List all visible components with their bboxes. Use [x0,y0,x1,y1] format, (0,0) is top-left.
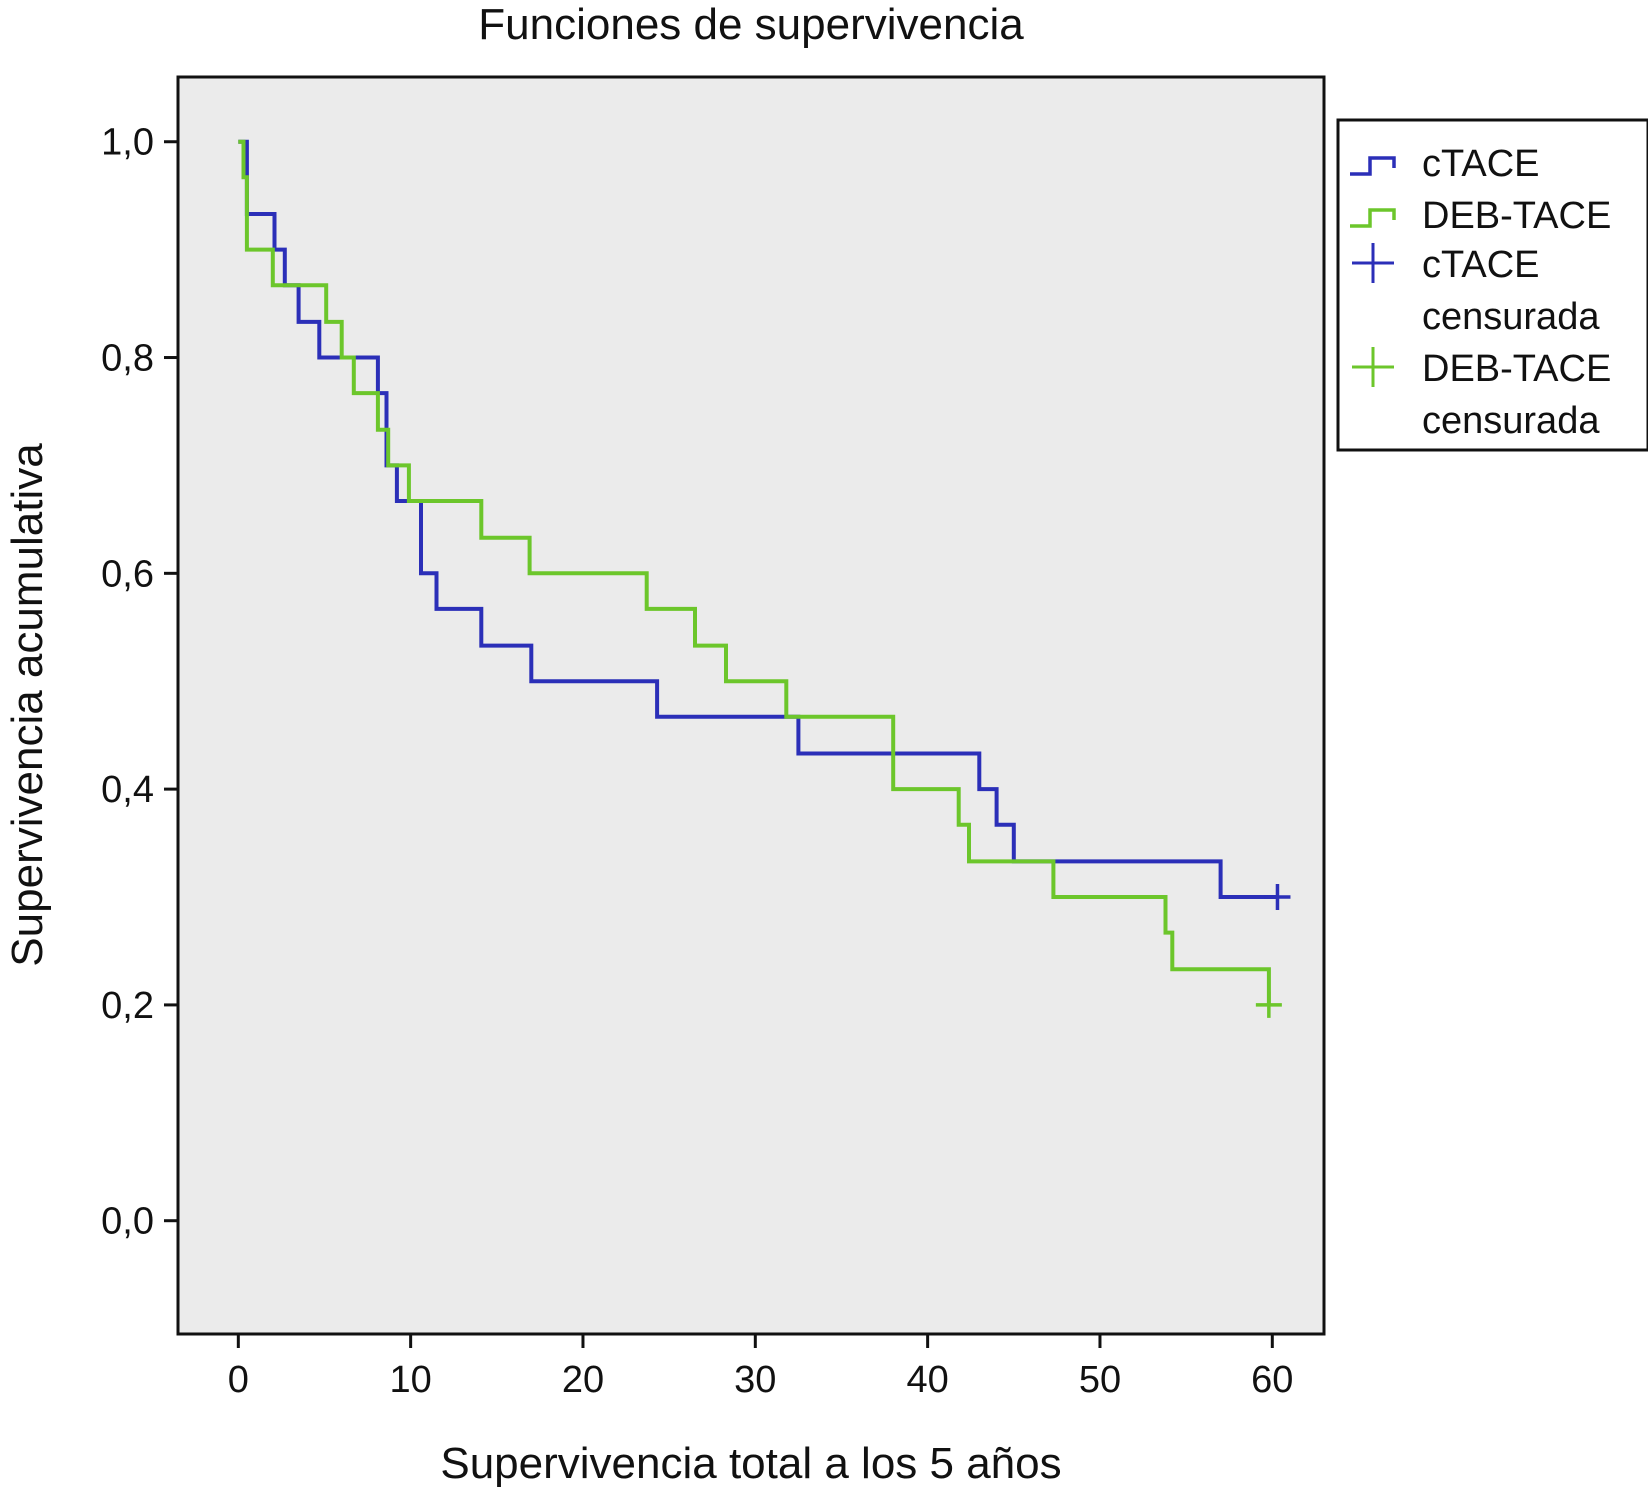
legend: cTACE DEB-TACE cTACE censurada DEB-TACE censu… [1336,118,1648,452]
legend-label: DEB-TACE [1422,348,1611,390]
y-tick-label: 0,0 [101,1201,154,1243]
plot-frame [176,75,1326,1336]
legend-swatch-step [1350,208,1396,228]
y-tick-label: 0,2 [101,985,154,1027]
legend-label: DEB-TACE [1422,195,1611,237]
x-tick-label: 50 [1079,1359,1121,1401]
legend-label-line2: censurada [1422,296,1600,338]
legend-swatch-cross [1352,347,1394,387]
legend-swatch-step [1350,156,1396,176]
y-tick-label: 0,6 [101,553,154,595]
y-tick-label: 0,4 [101,769,154,811]
legend-label: cTACE [1422,244,1540,286]
legend-label-line2: censurada [1422,400,1600,442]
x-tick-label: 40 [906,1359,948,1401]
x-tick-label: 20 [562,1359,604,1401]
y-tick-label: 0,8 [101,338,154,380]
series-line-deb-tace [238,139,1271,1005]
series-layer [238,139,1291,1018]
x-tick-label: 0 [228,1359,249,1401]
censor-mark-deb-tace [1255,991,1282,1018]
x-tick-label: 30 [734,1359,776,1401]
legend-box [1336,118,1648,452]
censor-mark-ctace [1264,884,1291,911]
axis-ticks: 0,0 0,2 0,4 0,6 0,8 1,0 0 10 20 30 40 50 60 [101,122,1293,1401]
y-tick-label: 1,0 [101,122,154,164]
x-tick-label: 10 [390,1359,432,1401]
x-axis-label: Supervivencia total a los 5 años [440,1439,1061,1488]
legend-swatch-cross [1352,243,1394,283]
y-axis-label: Supervivencia acumulativa [3,443,52,967]
chart-title: Funciones de supervivencia [478,0,1024,49]
plot-area [178,77,1324,1334]
legend-label: cTACE [1422,143,1540,185]
x-tick-label: 60 [1251,1359,1293,1401]
